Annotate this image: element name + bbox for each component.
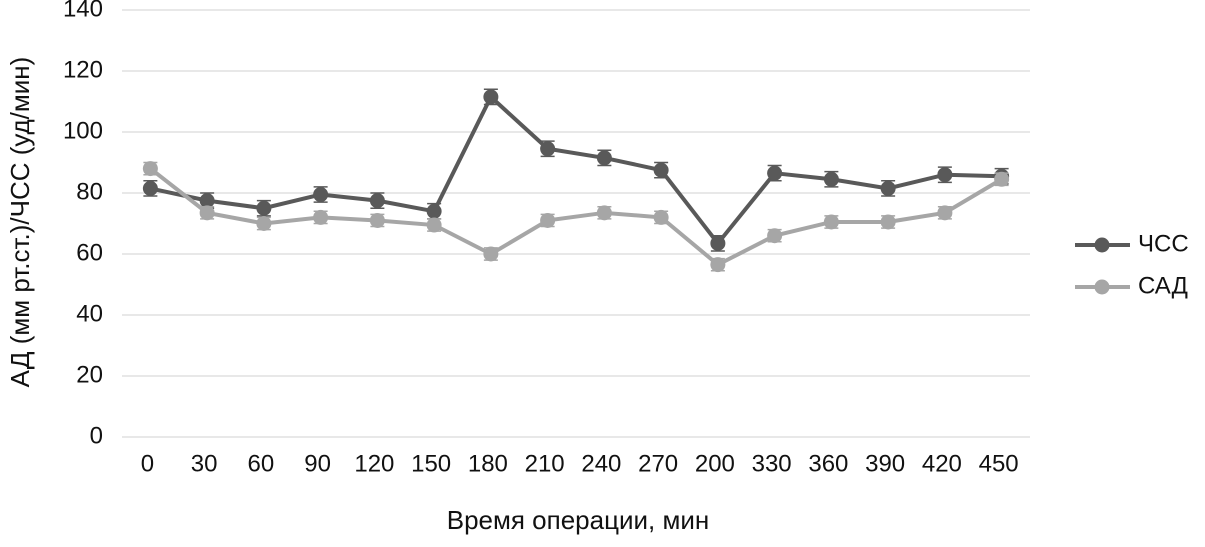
y-tick-label: 80	[76, 178, 103, 205]
data-point	[142, 180, 158, 196]
y-axis-title: АД (мм рт.ст.)/ЧСС (уд/мин)	[5, 57, 35, 388]
data-point	[710, 235, 726, 251]
x-tick-label: 30	[191, 450, 218, 477]
x-tick-label: 150	[411, 450, 451, 477]
data-point	[426, 203, 442, 219]
data-point	[767, 228, 783, 244]
x-tick-label: 360	[808, 450, 848, 477]
data-point	[823, 214, 839, 230]
data-point	[994, 171, 1010, 187]
data-point	[369, 193, 385, 209]
x-tick-label: 240	[581, 450, 621, 477]
data-point	[256, 216, 272, 231]
x-tick-label: 330	[752, 450, 792, 477]
data-point	[653, 209, 669, 225]
data-point	[937, 167, 953, 183]
legend-label: ЧСС	[1138, 230, 1189, 257]
x-tick-label: 0	[141, 450, 154, 477]
data-point	[483, 246, 499, 262]
series-line	[149, 93, 1002, 247]
series-line	[149, 167, 1003, 268]
data-point	[880, 180, 896, 196]
y-tick-label: 20	[76, 361, 103, 388]
data-point	[483, 89, 499, 105]
data-point	[142, 161, 158, 177]
x-tick-label: 270	[638, 450, 678, 477]
legend-label: САД	[1138, 272, 1188, 299]
x-tick-label: 200	[695, 450, 735, 477]
y-tick-label: 40	[76, 300, 103, 327]
data-point	[596, 150, 612, 166]
data-point	[540, 212, 556, 228]
data-point	[767, 165, 783, 181]
x-tick-label: 450	[979, 450, 1019, 477]
y-tick-label: 60	[76, 239, 103, 266]
x-tick-label: 210	[525, 450, 565, 477]
x-tick-label: 120	[354, 450, 394, 477]
data-point	[710, 257, 726, 273]
data-point	[199, 193, 215, 209]
x-tick-label: 180	[468, 450, 508, 477]
data-point	[880, 214, 896, 230]
legend-marker	[1094, 279, 1110, 295]
y-tick-label: 120	[63, 56, 103, 83]
x-tick-label: 90	[304, 450, 331, 477]
x-tick-label: 420	[922, 450, 962, 477]
x-axis-title: Время операции, мин	[447, 505, 710, 535]
legend-marker	[1094, 237, 1110, 253]
data-point	[540, 141, 556, 157]
data-point	[823, 171, 839, 187]
data-point	[256, 200, 272, 216]
y-tick-label: 100	[63, 117, 103, 144]
data-point	[313, 187, 329, 203]
data-point	[313, 209, 329, 225]
data-point	[596, 205, 612, 221]
data-point	[426, 217, 442, 233]
x-tick-label: 60	[248, 450, 275, 477]
x-tick-label: 390	[865, 450, 905, 477]
y-tick-label: 0	[90, 422, 103, 449]
data-point	[653, 162, 669, 178]
data-point	[369, 212, 385, 228]
data-point	[937, 205, 953, 221]
data-point	[199, 205, 215, 221]
y-tick-label: 140	[63, 0, 103, 22]
